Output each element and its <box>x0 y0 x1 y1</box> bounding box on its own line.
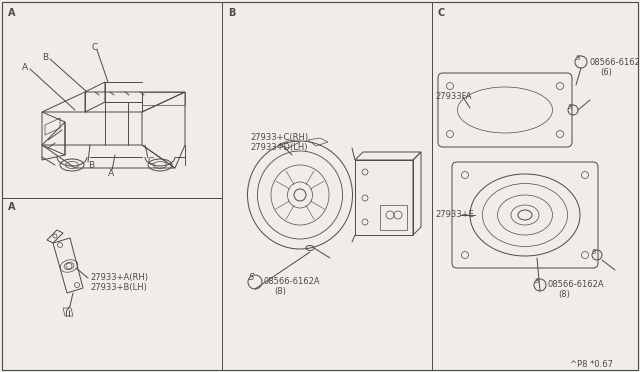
Text: B: B <box>228 8 236 18</box>
Text: C: C <box>92 44 99 52</box>
Text: (8): (8) <box>558 290 570 299</box>
Text: 27933+D(LH): 27933+D(LH) <box>250 143 307 152</box>
Text: S: S <box>576 55 580 61</box>
Text: 08566-6162A: 08566-6162A <box>590 58 640 67</box>
Text: A: A <box>108 169 114 177</box>
Text: 27933+A(RH): 27933+A(RH) <box>90 273 148 282</box>
Text: A: A <box>8 202 15 212</box>
Text: S: S <box>250 273 255 282</box>
Text: 27933+C(RH): 27933+C(RH) <box>250 133 308 142</box>
Text: S: S <box>535 278 540 284</box>
Text: S: S <box>592 249 596 255</box>
Text: ^P8 *0.67: ^P8 *0.67 <box>570 360 613 369</box>
Text: A: A <box>8 8 15 18</box>
Text: 08566-6162A: 08566-6162A <box>548 280 605 289</box>
Text: C: C <box>438 8 445 18</box>
Text: B: B <box>88 160 94 170</box>
Text: (6): (6) <box>600 68 612 77</box>
Text: A: A <box>22 64 28 73</box>
Text: 27933+E: 27933+E <box>435 210 474 219</box>
Text: B: B <box>42 54 48 62</box>
Text: (8): (8) <box>274 287 286 296</box>
Text: 27933+B(LH): 27933+B(LH) <box>90 283 147 292</box>
Text: C: C <box>148 157 154 167</box>
Text: 27933FA: 27933FA <box>435 92 472 101</box>
Text: 08566-6162A: 08566-6162A <box>264 277 321 286</box>
Text: S: S <box>568 104 572 110</box>
